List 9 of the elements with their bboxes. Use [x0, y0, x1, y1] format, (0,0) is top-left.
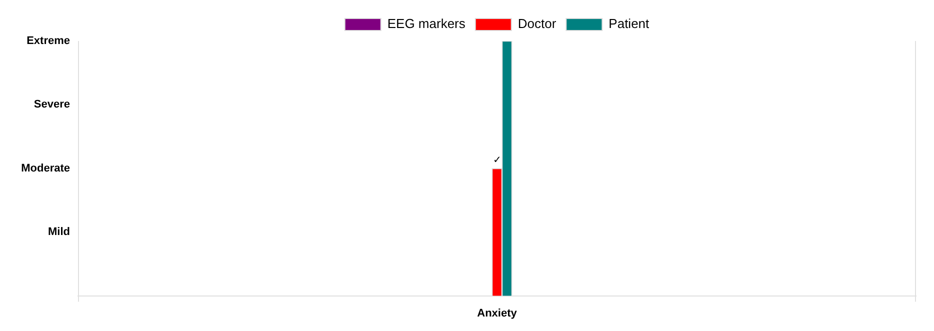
x-tick-label: Anxiety — [477, 307, 518, 320]
text: Severe — [34, 98, 70, 111]
legend-label: Patient — [608, 16, 650, 32]
annotation: ✓ — [493, 155, 501, 166]
legend-label: EEG markers — [387, 16, 466, 32]
text: Extreme — [26, 35, 70, 48]
text: Mild — [48, 226, 70, 238]
legend-label: Doctor — [518, 16, 557, 32]
text: Moderate — [21, 162, 70, 174]
